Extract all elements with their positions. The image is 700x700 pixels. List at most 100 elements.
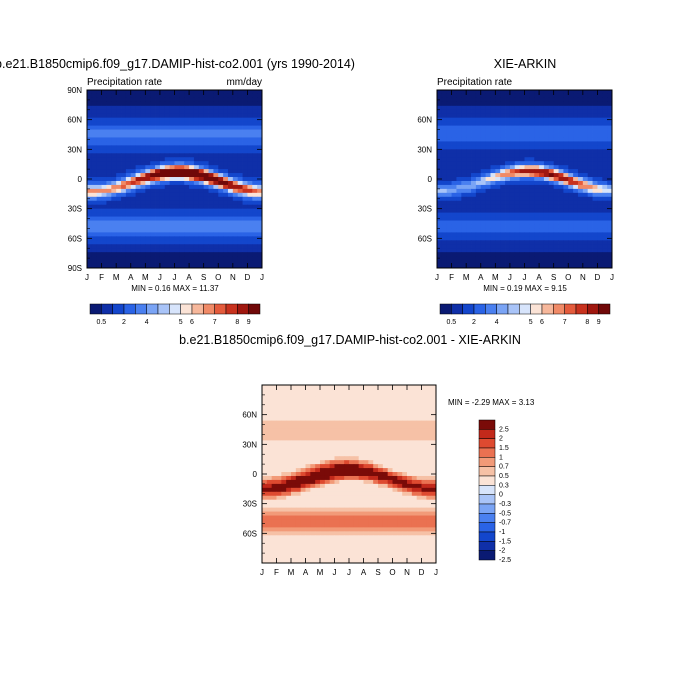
field-cell <box>208 220 214 225</box>
field-cell <box>203 260 209 265</box>
field-cell <box>291 527 297 532</box>
field-cell <box>101 149 107 154</box>
field-cell <box>563 216 569 221</box>
field-cell <box>505 204 511 210</box>
field-cell <box>291 511 297 516</box>
field-cell <box>111 188 117 194</box>
field-cell <box>421 472 427 477</box>
field-cell <box>519 220 525 225</box>
field-cell <box>281 507 287 512</box>
field-cell <box>339 385 345 390</box>
field-cell <box>495 109 501 115</box>
field-cell <box>534 220 540 225</box>
field-cell <box>446 117 452 123</box>
field-cell <box>490 90 496 95</box>
field-cell <box>446 105 452 111</box>
field-cell <box>539 220 545 225</box>
field-cell <box>353 408 360 414</box>
field-cell <box>111 90 117 95</box>
field-cell <box>397 456 403 461</box>
field-cell <box>121 93 127 99</box>
field-cell <box>130 256 137 261</box>
field-cell <box>320 468 326 473</box>
field-cell <box>125 157 132 162</box>
field-cell <box>218 117 224 123</box>
field-cell <box>140 173 146 178</box>
field-cell <box>358 523 364 528</box>
field-cell <box>310 531 316 536</box>
field-cell <box>456 236 462 241</box>
field-cell <box>524 161 530 166</box>
field-cell <box>441 200 448 206</box>
field-cell <box>382 456 389 461</box>
field-cell <box>568 212 574 217</box>
field-cell <box>553 204 559 210</box>
field-cell <box>106 236 112 241</box>
field-cell <box>411 424 418 429</box>
field-cell <box>164 220 171 225</box>
field-cell <box>519 157 525 162</box>
field-cell <box>451 173 457 178</box>
field-cell <box>446 153 452 158</box>
field-cell <box>174 188 180 194</box>
field-cell <box>373 464 379 469</box>
field-cell <box>437 208 443 214</box>
field-cell <box>247 264 253 269</box>
field-cell <box>242 93 248 99</box>
colorbar-swatch <box>541 303 554 315</box>
field-cell <box>232 113 239 119</box>
field-cell <box>329 440 335 445</box>
field-cell <box>237 248 243 253</box>
field-cell <box>407 507 413 512</box>
field-cell <box>471 165 477 170</box>
field-cell <box>407 444 413 449</box>
field-cell <box>159 105 166 111</box>
field-cell <box>402 499 408 505</box>
field-cell <box>353 436 360 441</box>
field-cell <box>179 208 185 214</box>
field-cell <box>553 216 559 221</box>
panel-obs-colorbar: 0.5 2 4 5 6 7 8 9 <box>439 303 611 326</box>
field-cell <box>315 523 321 528</box>
field-cell <box>607 256 613 261</box>
field-cell <box>446 125 452 130</box>
field-cell <box>451 97 457 103</box>
field-cell <box>539 157 545 162</box>
field-cell <box>291 475 297 481</box>
field-cell <box>174 117 180 123</box>
field-cell <box>529 121 535 126</box>
field-cell <box>490 188 496 194</box>
field-cell <box>597 157 603 162</box>
field-cell <box>461 169 467 174</box>
field-cell <box>203 200 209 206</box>
field-cell <box>125 216 132 221</box>
field-cell <box>475 248 482 253</box>
field-cell <box>577 192 584 198</box>
field-cell <box>548 220 555 225</box>
field-cell <box>548 224 555 229</box>
field-cell <box>252 240 258 245</box>
field-cell <box>509 101 516 107</box>
field-cell <box>529 220 535 225</box>
field-cell <box>373 499 379 505</box>
field-cell <box>349 495 355 501</box>
field-cell <box>543 133 550 138</box>
field-cell <box>407 539 413 544</box>
field-cell <box>577 93 584 99</box>
field-cell <box>174 256 180 261</box>
field-cell <box>466 137 472 142</box>
field-cell <box>262 539 268 544</box>
field-cell <box>174 228 180 233</box>
field-cell <box>466 228 472 233</box>
field-cell <box>524 252 530 257</box>
field-cell <box>573 184 579 190</box>
field-cell <box>247 157 253 162</box>
field-cell <box>568 260 574 265</box>
field-cell <box>101 180 107 186</box>
colorbar-swatch <box>496 303 509 315</box>
field-cell <box>140 256 146 261</box>
field-cell <box>281 448 287 453</box>
field-cell <box>213 236 219 241</box>
field-cell <box>363 472 369 477</box>
field-cell <box>310 487 316 493</box>
